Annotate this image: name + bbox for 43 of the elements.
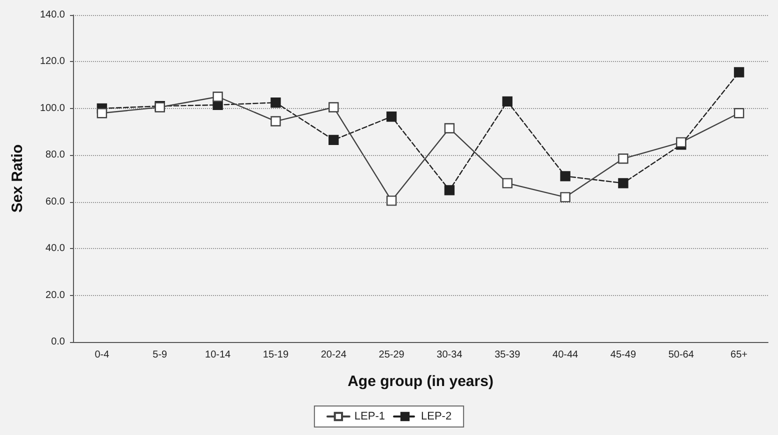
y-tick-label: 140.0 [40,10,66,20]
legend-label: LEP-1 [354,410,386,422]
point [502,178,512,188]
point [560,192,570,202]
point [560,171,570,182]
x-tick-label: 40-44 [552,350,579,360]
point [386,196,397,206]
x-tick-label: 5-9 [152,350,168,360]
x-tick-label: 20-24 [320,350,347,360]
y-tick-label: 0.0 [51,336,66,348]
point [328,102,339,112]
y-tick-label: 80.0 [46,150,66,161]
x-axis-title: Age group (in years) [348,373,494,390]
x-tick-label: 30-34 [436,350,463,360]
y-tick-label: 20.0 [46,290,66,301]
point [96,108,108,118]
y-axis-title: Sex Ratio [9,144,26,213]
y-tick-label: 120.0 [40,56,66,68]
x-tick-label: 15-19 [262,350,289,360]
point [444,123,455,134]
point [444,185,455,196]
y-tick-label: 100.0 [40,102,66,114]
x-tick-label: 50-64 [668,350,694,360]
y-tick-label: 60.0 [46,196,66,208]
point [618,178,628,188]
x-tick-label: 65+ [730,350,748,360]
point [734,67,744,78]
x-tick-label: 10-14 [205,350,232,360]
point [386,112,397,122]
x-tick-label: 35-39 [494,350,521,360]
x-tick-label: 25-29 [378,350,405,360]
point [676,137,686,148]
point [328,134,339,146]
point [270,116,281,126]
legend-label: LEP-2 [421,410,452,422]
point [270,97,281,108]
point [734,108,744,118]
x-tick-label: 45-49 [610,350,636,360]
point [212,92,223,102]
y-tick-label: 40.0 [46,243,66,254]
x-tick-label: 0-4 [94,350,110,360]
point [618,154,628,164]
point [502,96,512,107]
